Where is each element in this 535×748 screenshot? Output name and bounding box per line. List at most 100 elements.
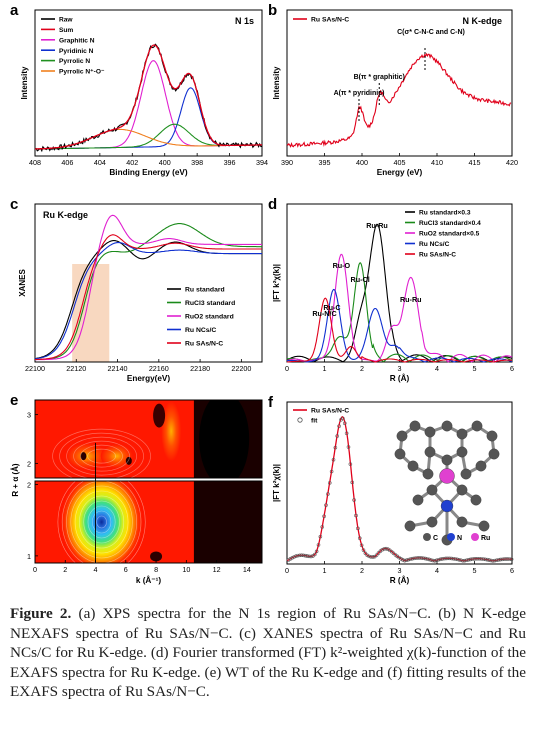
x-tick-label: 405 bbox=[394, 158, 406, 167]
plot-frame-e-top bbox=[34, 399, 263, 479]
fit-point bbox=[468, 557, 473, 562]
x-tick-label: 2 bbox=[360, 364, 364, 373]
plot-frame-d bbox=[286, 203, 513, 363]
heatmap-bottom bbox=[35, 481, 262, 563]
series-RuO2 standard bbox=[35, 214, 262, 361]
fit-point bbox=[410, 556, 415, 561]
c-atom bbox=[470, 494, 482, 506]
c-atom bbox=[456, 484, 468, 496]
fit-point bbox=[361, 548, 366, 552]
x-tick-label: 390 bbox=[281, 158, 293, 167]
fit-point bbox=[436, 557, 441, 562]
x-tick-label: 1 bbox=[323, 364, 327, 373]
heatmap-peak bbox=[66, 443, 107, 470]
fit-point bbox=[438, 557, 443, 562]
fit-point bbox=[294, 554, 298, 558]
fit-point bbox=[350, 480, 355, 485]
c-atom bbox=[486, 430, 498, 442]
x-tick-label: 0 bbox=[33, 565, 37, 574]
fit-point bbox=[331, 457, 336, 462]
heatmap-contour bbox=[57, 481, 146, 563]
fit-point bbox=[288, 557, 293, 561]
inset-legend-swatch bbox=[447, 533, 455, 541]
x-axis-label: R (Å) bbox=[390, 373, 410, 383]
heatmap-contour bbox=[74, 490, 129, 554]
legend-entry: Ru standard×0.3 bbox=[419, 210, 471, 217]
plot-frame-c bbox=[34, 203, 263, 363]
legend-entry: Ru SAs/N-C bbox=[185, 341, 223, 348]
annotation-label: Ru-Ru bbox=[366, 221, 388, 230]
x-tick-label: 394 bbox=[256, 158, 268, 167]
fit-point bbox=[481, 557, 486, 561]
fit-point bbox=[432, 559, 437, 563]
heatmap-peak bbox=[100, 444, 133, 469]
inset-legend-label: C bbox=[433, 535, 438, 542]
fit-point bbox=[417, 556, 422, 560]
y-tick-label: 1 bbox=[27, 552, 31, 561]
chart-title: Ru K-edge bbox=[43, 210, 88, 220]
c-atom bbox=[456, 516, 468, 528]
fit-point bbox=[374, 553, 379, 557]
fit-point bbox=[404, 558, 409, 562]
legend-entry: Ru SAs/N-C bbox=[419, 252, 456, 259]
fit-point bbox=[476, 556, 480, 561]
c-atom bbox=[441, 420, 453, 432]
fit-point bbox=[290, 556, 295, 560]
heatmap-contour bbox=[87, 505, 116, 539]
fit-point bbox=[344, 431, 349, 436]
legend-entry: Ru NCs/C bbox=[185, 327, 216, 334]
fit-point bbox=[292, 555, 296, 559]
legend-entry: Ru NCs/C bbox=[419, 241, 450, 248]
fit-point bbox=[416, 556, 420, 560]
y-tick-label: 2 bbox=[27, 481, 31, 490]
heatmap-peak bbox=[161, 401, 182, 462]
fit-point bbox=[301, 553, 306, 558]
x-tick-label: 402 bbox=[126, 158, 138, 167]
y-axis-label: |FT k²χ(k)| bbox=[272, 264, 281, 302]
heatmap-contour bbox=[83, 500, 120, 544]
heatmap-contour bbox=[96, 515, 107, 529]
plot-frame-e-bottom bbox=[34, 480, 263, 564]
fit-point bbox=[354, 513, 358, 518]
series-nexafs bbox=[286, 52, 512, 148]
fit-point bbox=[365, 553, 370, 558]
y-axis-label: XANES bbox=[18, 269, 27, 297]
legend-swatch bbox=[297, 417, 303, 423]
fit-point bbox=[357, 536, 362, 540]
x-tick-label: 22120 bbox=[66, 364, 86, 373]
c-atom bbox=[456, 428, 468, 440]
inset-legend-swatch bbox=[423, 533, 431, 541]
x-tick-label: 22180 bbox=[190, 364, 210, 373]
x-tick-label: 5 bbox=[473, 364, 477, 373]
fit-point bbox=[491, 559, 495, 563]
series-RuCl3 standard×0.4 bbox=[286, 262, 513, 363]
series-Ru NCs/C bbox=[287, 288, 513, 363]
legend-entry: RuCl3 standard bbox=[185, 300, 235, 307]
fit-point bbox=[507, 557, 512, 561]
fit-point bbox=[483, 557, 488, 562]
molecule-inset bbox=[394, 420, 500, 546]
annotation-label: A(π * pyridinic) bbox=[334, 90, 385, 97]
x-axis-label: R (Å) bbox=[390, 575, 410, 585]
legend-entry: Pyrrolic N⁺-O⁻ bbox=[59, 69, 105, 76]
fit-point bbox=[320, 525, 325, 529]
fit-point bbox=[356, 526, 360, 531]
annotation-label: C(σ* C-N-C and C-N) bbox=[397, 29, 465, 36]
fit-point bbox=[367, 554, 371, 559]
fit-point bbox=[318, 534, 323, 539]
x-tick-label: 12 bbox=[213, 565, 221, 574]
fit-point bbox=[346, 445, 351, 449]
fit-point bbox=[447, 556, 452, 561]
fit-point bbox=[487, 558, 491, 562]
x-tick-label: 415 bbox=[469, 158, 481, 167]
legend-entry: Pyridinic N bbox=[59, 48, 94, 55]
fit-point bbox=[434, 558, 439, 563]
fit-point bbox=[459, 558, 463, 563]
chart-title: N K-edge bbox=[462, 16, 502, 26]
y-axis-label: Intensity bbox=[272, 66, 281, 99]
series-sum bbox=[34, 44, 262, 150]
fit-point bbox=[414, 556, 418, 560]
x-tick-label: 6 bbox=[510, 566, 514, 575]
c-atom bbox=[441, 454, 453, 466]
panel-letter-f: f bbox=[268, 394, 274, 411]
